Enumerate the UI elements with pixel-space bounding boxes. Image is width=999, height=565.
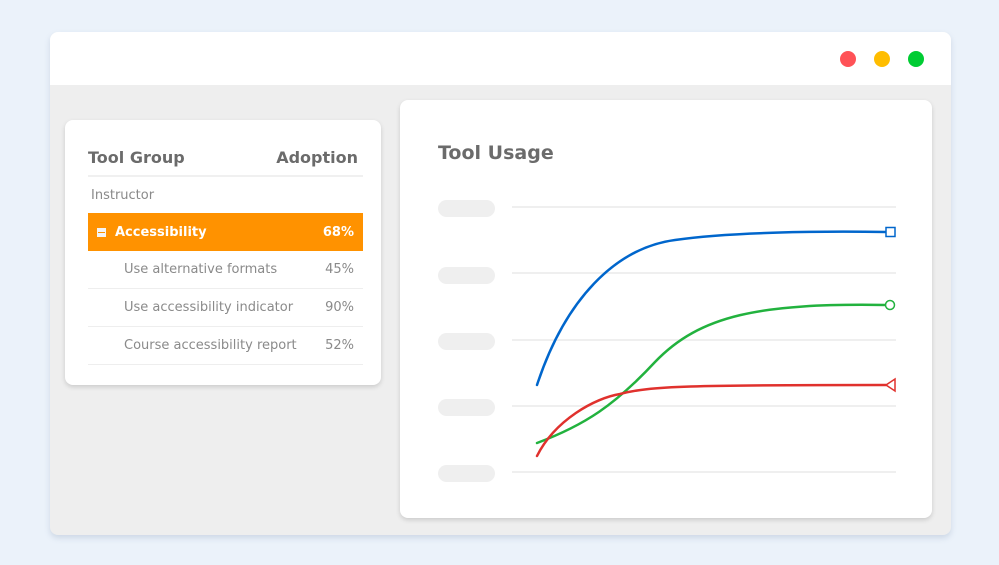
row-label: Course accessibility report — [124, 338, 297, 353]
row-value: 90% — [325, 300, 354, 315]
minimize-window-button[interactable] — [874, 51, 890, 67]
gridlines — [512, 206, 896, 473]
tool-group-table: Tool Group Adoption Instructor Accessibi… — [88, 140, 363, 365]
tool-usage-chart-card: Tool Usage — [400, 100, 932, 518]
triangle-marker-icon — [884, 377, 896, 393]
square-marker-icon — [885, 226, 896, 238]
circle-marker-icon — [884, 299, 896, 311]
table-header: Tool Group Adoption — [88, 140, 363, 177]
table-row[interactable]: Use accessibility indicator 90% — [88, 289, 363, 327]
column-header-tool-group: Tool Group — [88, 148, 185, 167]
close-window-button[interactable] — [840, 51, 856, 67]
group-row-instructor: Instructor — [88, 177, 363, 213]
table-row[interactable]: Use alternative formats 45% — [88, 251, 363, 289]
window-titlebar — [50, 32, 951, 85]
group-label: Instructor — [91, 187, 155, 203]
row-value: 68% — [322, 224, 354, 240]
table-row[interactable]: Course accessibility report 52% — [88, 327, 363, 365]
row-label: Use alternative formats — [124, 262, 278, 277]
row-label: Accessibility — [115, 224, 207, 240]
table-row-accessibility-selected[interactable]: Accessibility 68% — [88, 213, 363, 251]
line-chart-plot — [512, 206, 896, 473]
row-label: Use accessibility indicator — [124, 300, 294, 315]
series-line-red — [535, 383, 888, 458]
y-axis-label-placeholder — [438, 333, 495, 350]
maximize-window-button[interactable] — [908, 51, 924, 67]
y-axis-label-placeholder — [438, 267, 495, 284]
series-line-green — [535, 303, 888, 445]
y-axis-label-placeholder — [438, 465, 495, 482]
row-value: 52% — [325, 338, 354, 353]
row-value: 45% — [325, 262, 354, 277]
collapse-icon[interactable] — [97, 227, 106, 237]
series-line-blue — [535, 230, 888, 387]
chart-title: Tool Usage — [438, 142, 554, 164]
y-axis-label-placeholder — [438, 200, 495, 217]
app-window: Tool Group Adoption Instructor Accessibi… — [50, 32, 951, 535]
tool-group-table-card: Tool Group Adoption Instructor Accessibi… — [65, 120, 381, 385]
column-header-adoption: Adoption — [276, 148, 358, 167]
y-axis-label-placeholder — [438, 399, 495, 416]
